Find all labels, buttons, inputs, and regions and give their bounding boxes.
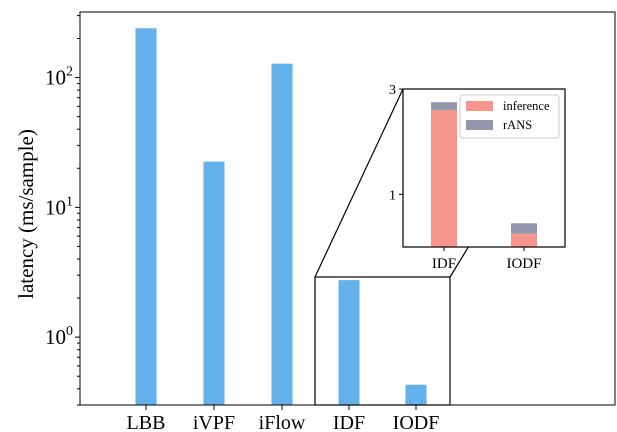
main-bars	[135, 28, 427, 405]
inset-bar-idf-inference	[431, 110, 457, 247]
inset-y-tick-label: 3	[389, 83, 396, 98]
y-axis-label: latency (ms/sample)	[14, 129, 38, 299]
y-tick-label: 101	[45, 194, 73, 219]
legend-swatch-rans	[466, 120, 493, 130]
inset-x-ticks: IDF IODF	[432, 247, 542, 272]
bar-iodf	[405, 384, 427, 405]
inset-x-tick-label-idf: IDF	[432, 256, 456, 272]
inset-bar-iodf-rans	[511, 223, 537, 234]
main-plot: 100 101 102 LBB iVPF iFlow IDF IODF latency (m…	[14, 11, 616, 432]
inset-y-ticks: 13	[389, 83, 403, 203]
x-tick-label-idf: IDF	[333, 412, 365, 432]
legend-label-rans: rANS	[503, 118, 532, 132]
x-tick-label-ivpf: iVPF	[193, 412, 235, 432]
bar-iflow	[271, 63, 293, 405]
zoom-box	[314, 276, 451, 406]
inset-bar-idf-rans	[431, 102, 457, 111]
inset-bar-iodf-inference	[511, 233, 537, 247]
y-tick-label: 100	[45, 324, 73, 349]
bar-ivpf	[203, 161, 225, 405]
main-y-ticks: 100 101 102	[45, 15, 80, 406]
main-x-ticks: LBB iVPF iFlow IDF IODF	[127, 405, 440, 432]
inset-legend: inference rANS	[459, 94, 560, 139]
inset-axes-frame	[402, 88, 566, 248]
zoom-connector-left	[314, 88, 404, 278]
x-tick-label-lbb: LBB	[127, 412, 166, 432]
legend-label-inference: inference	[503, 99, 550, 113]
x-tick-label-iflow: iFlow	[259, 412, 306, 432]
y-tick-label: 102	[45, 65, 73, 90]
bar-lbb	[135, 28, 157, 405]
bar-idf	[338, 280, 360, 405]
inset-y-tick-label: 1	[389, 188, 396, 203]
legend-swatch-inference	[466, 101, 493, 111]
inset-bars	[431, 102, 537, 247]
x-tick-label-iodf: IODF	[393, 412, 440, 432]
inset-x-tick-label-iodf: IODF	[506, 256, 541, 272]
